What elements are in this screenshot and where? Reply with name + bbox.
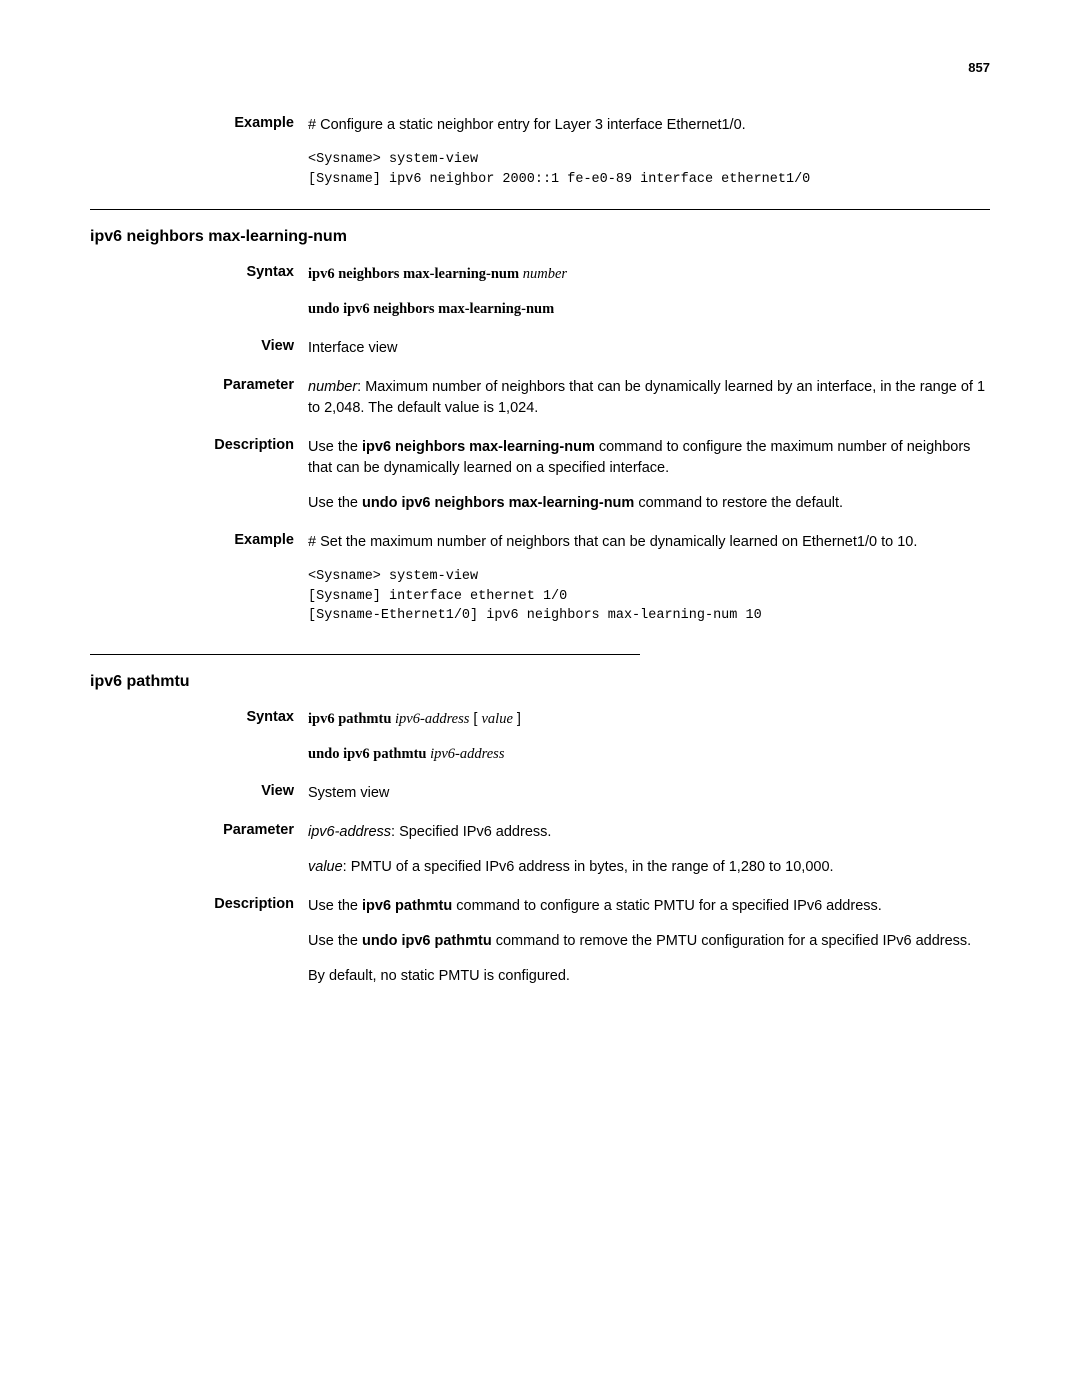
example-text: # Configure a static neighbor entry for … [308,115,990,136]
view-content: System view [308,783,990,804]
syntax-cmd-bold: ipv6 pathmtu [308,711,395,727]
parameter-content: ipv6-address: Specified IPv6 address. va… [308,822,990,878]
syntax-content: ipv6 pathmtu ipv6-address [ value ] undo… [308,709,990,765]
example-content: # Set the maximum number of neighbors th… [308,532,990,626]
example-code: <Sysname> system-view [Sysname] interfac… [308,567,990,626]
param-name: number [308,379,357,395]
param1-text: : Specified IPv6 address. [391,824,551,840]
syntax-cmd-bold: ipv6 neighbors max-learning-num [308,266,523,282]
syntax-undo-bold: undo ipv6 pathmtu [308,746,430,762]
syntax-cmd-end: ] [513,711,521,727]
desc-p2-bold: undo ipv6 pathmtu [362,933,492,949]
syntax-cmd-arg2: value [482,711,513,727]
view-text: Interface view [308,338,990,359]
example-text: # Set the maximum number of neighbors th… [308,532,990,553]
divider [90,654,640,655]
page-container: 857 Example # Configure a static neighbo… [0,0,1080,1065]
syntax-label: Syntax [90,264,308,320]
syntax-cmd-arg1: ipv6-address [395,711,469,727]
section1-title: ipv6 neighbors max-learning-num [90,209,990,246]
desc-p2-post: command to remove the PMTU configuration… [492,933,972,949]
view-content: Interface view [308,338,990,359]
description-content: Use the ipv6 pathmtu command to configur… [308,896,990,987]
parameter-label: Parameter [90,377,308,419]
desc-p1-post: command to configure a static PMTU for a… [452,898,882,914]
description-label: Description [90,896,308,987]
section2-description-row: Description Use the ipv6 pathmtu command… [90,896,990,987]
desc-p3: By default, no static PMTU is configured… [308,966,990,987]
desc-p1-pre: Use the [308,439,362,455]
syntax-cmd-arg: number [523,266,567,282]
desc-p2-pre: Use the [308,495,362,511]
desc-p1-bold: ipv6 pathmtu [362,898,452,914]
page-number: 857 [90,60,990,75]
param2-name: value [308,859,343,875]
param-text: : Maximum number of neighbors that can b… [308,379,985,416]
syntax-undo-arg: ipv6-address [430,746,504,762]
syntax-content: ipv6 neighbors max-learning-num number u… [308,264,990,320]
example-label: Example [90,532,308,626]
section1-view-row: View Interface view [90,338,990,359]
syntax-undo: undo ipv6 neighbors max-learning-num [308,301,554,317]
section2-parameter-row: Parameter ipv6-address: Specified IPv6 a… [90,822,990,878]
syntax-cmd-mid: [ [469,711,481,727]
desc-p2-bold: undo ipv6 neighbors max-learning-num [362,495,634,511]
example-label: Example [90,115,308,189]
example-content: # Configure a static neighbor entry for … [308,115,990,189]
section1-example-row: Example # Set the maximum number of neig… [90,532,990,626]
description-content: Use the ipv6 neighbors max-learning-num … [308,437,990,514]
parameter-content: number: Maximum number of neighbors that… [308,377,990,419]
view-label: View [90,338,308,359]
section1-parameter-row: Parameter number: Maximum number of neig… [90,377,990,419]
view-text: System view [308,783,990,804]
param2-text: : PMTU of a specified IPv6 address in by… [343,859,834,875]
top-example-row: Example # Configure a static neighbor en… [90,115,990,189]
param1-name: ipv6-address [308,824,391,840]
syntax-label: Syntax [90,709,308,765]
example-code: <Sysname> system-view [Sysname] ipv6 nei… [308,150,990,189]
view-label: View [90,783,308,804]
section2-syntax-row: Syntax ipv6 pathmtu ipv6-address [ value… [90,709,990,765]
desc-p1-bold: ipv6 neighbors max-learning-num [362,439,595,455]
section2-title: ipv6 pathmtu [90,673,990,691]
desc-p2-post: command to restore the default. [634,495,843,511]
section1-description-row: Description Use the ipv6 neighbors max-l… [90,437,990,514]
desc-p2-pre: Use the [308,933,362,949]
desc-p1-pre: Use the [308,898,362,914]
section1-syntax-row: Syntax ipv6 neighbors max-learning-num n… [90,264,990,320]
parameter-label: Parameter [90,822,308,878]
section2-view-row: View System view [90,783,990,804]
description-label: Description [90,437,308,514]
